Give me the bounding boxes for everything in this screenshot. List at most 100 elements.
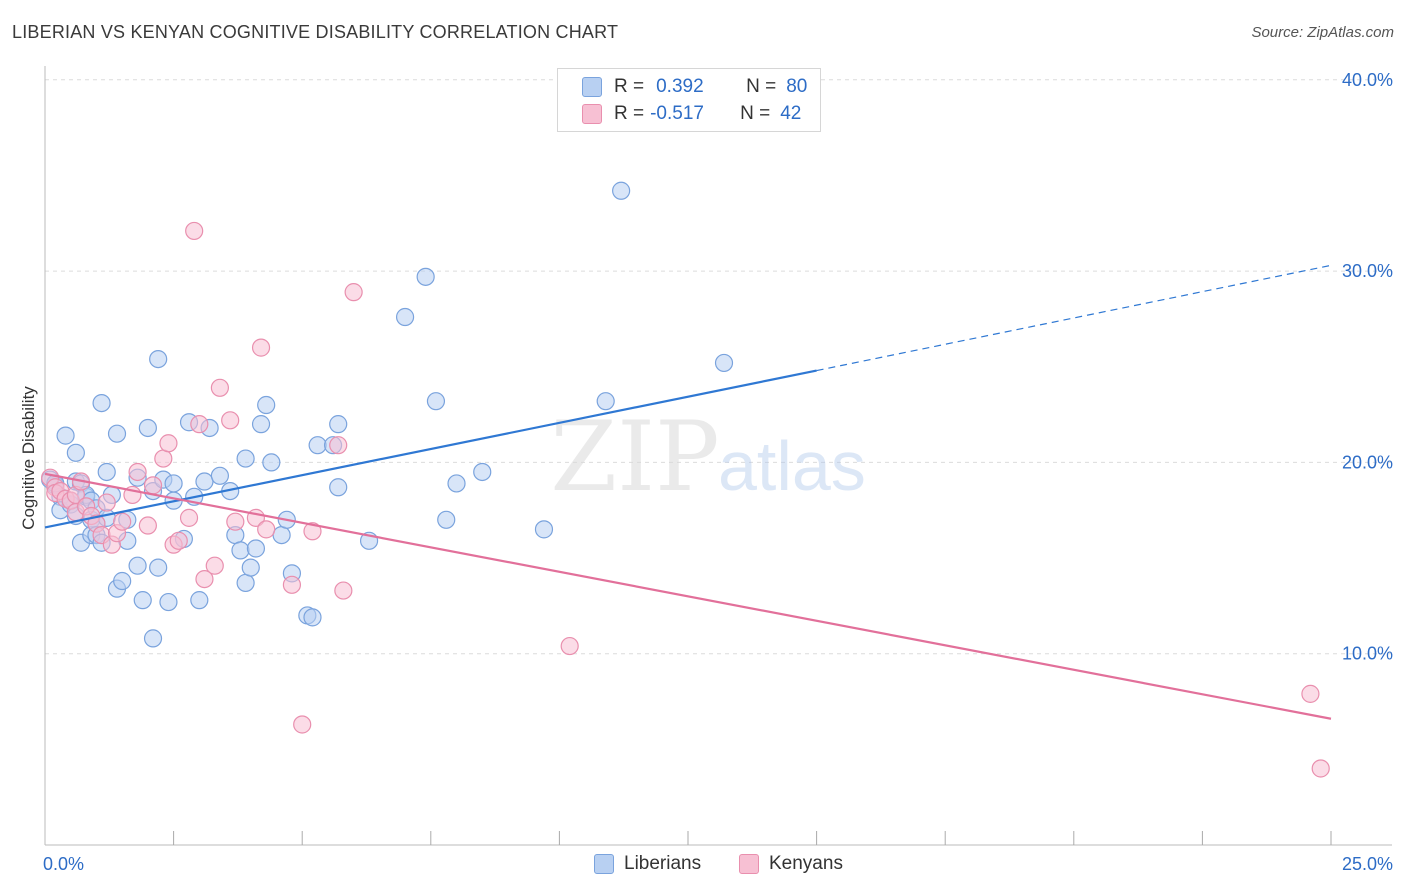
kenyans-legend-swatch: [739, 854, 759, 874]
kenyan-point: [560, 636, 579, 656]
kenyans-swatch: [582, 104, 602, 124]
kenyan-point: [1301, 684, 1320, 703]
chart-title: LIBERIAN VS KENYAN COGNITIVE DISABILITY …: [12, 22, 619, 42]
legend-item-liberians: Liberians: [594, 852, 701, 876]
liberian-point: [149, 349, 168, 369]
kenyan-point: [113, 512, 132, 531]
liberian-point: [262, 453, 281, 472]
liberian-point: [113, 571, 132, 591]
liberian-point: [97, 462, 116, 482]
liberian-point: [56, 426, 75, 445]
source-label: Source: ZipAtlas.com: [1251, 24, 1394, 41]
r-label: R =: [614, 76, 645, 97]
kenyan-point: [169, 531, 188, 550]
kenyan-point: [334, 581, 353, 600]
watermark-atlas: atlas: [718, 427, 866, 505]
y-tick-label: 30.0%: [1342, 261, 1393, 281]
kenyan-point: [210, 378, 229, 397]
legend-row-liberians: R = 0.392 N = 80: [582, 75, 807, 99]
liberian-trend-line-extension: [816, 264, 1332, 372]
liberian-point: [236, 449, 255, 468]
liberian-point: [138, 418, 157, 438]
liberian-point: [128, 556, 147, 575]
kenyan-point: [251, 338, 271, 357]
liberian-point: [303, 608, 322, 627]
trend-lines: [44, 264, 1332, 720]
liberians-swatch: [582, 77, 602, 97]
liberian-point: [612, 181, 631, 200]
liberian-point: [395, 307, 415, 327]
liberian-point: [210, 466, 229, 485]
kenyans-legend-label: Kenyans: [769, 853, 843, 874]
y-axis-label: Cognitive Disability: [19, 386, 38, 530]
y-tick-label: 40.0%: [1342, 70, 1393, 90]
n-label: N =: [746, 76, 777, 97]
liberian-point: [329, 478, 348, 497]
kenyan-point: [303, 522, 322, 541]
liberians-legend-label: Liberians: [624, 853, 702, 874]
tick-labels: 10.0% 20.0% 30.0% 40.0% 0.0% 25.0%: [43, 70, 1393, 874]
kenyan-point: [143, 476, 163, 495]
legend-row-kenyans: R = -0.517 N = 42: [582, 102, 801, 126]
kenyan-point: [179, 508, 199, 527]
liberian-point: [164, 474, 183, 493]
liberian-point: [159, 592, 178, 612]
liberian-point: [92, 393, 111, 413]
axes: [44, 66, 1392, 846]
kenyan-trend-line: [44, 472, 1332, 720]
liberian-point: [66, 443, 85, 462]
liberian-trend-line: [44, 369, 817, 529]
liberian-point: [149, 558, 168, 577]
kenyan-point: [159, 434, 178, 453]
kenyan-point: [1311, 759, 1330, 778]
liberian-point: [329, 415, 348, 434]
liberian-point: [272, 525, 291, 545]
y-tick-label: 10.0%: [1342, 644, 1393, 664]
kenyan-point: [185, 221, 204, 241]
stats-legend: R = 0.392 N = 80 R = -0.517 N = 42: [557, 68, 821, 132]
liberian-point: [596, 392, 615, 411]
liberian-point: [437, 510, 456, 529]
liberian-point: [447, 474, 466, 493]
kenyan-point: [195, 569, 214, 589]
kenyan-point: [138, 516, 157, 535]
liberian-point: [426, 392, 446, 411]
n-label: N =: [740, 103, 771, 124]
kenyan-point: [344, 283, 363, 302]
liberian-point: [714, 353, 734, 373]
n-value: 42: [780, 103, 802, 124]
liberian-point: [251, 415, 271, 434]
liberian-point: [416, 267, 435, 286]
r-label: R =: [614, 103, 645, 124]
liberian-point: [236, 573, 255, 593]
kenyan-point: [205, 556, 224, 575]
kenyan-point: [128, 462, 147, 482]
kenyan-point: [293, 715, 312, 734]
x-tick-label: 0.0%: [43, 854, 84, 874]
kenyan-point: [97, 493, 116, 512]
r-value: 0.392: [656, 76, 704, 97]
n-value: 80: [786, 76, 808, 97]
liberian-point: [308, 436, 327, 455]
r-value: -0.517: [650, 103, 704, 124]
liberians-legend-swatch: [594, 854, 614, 874]
liberian-point: [107, 424, 127, 443]
liberian-point: [473, 462, 492, 482]
liberian-point: [231, 541, 250, 560]
kenyan-point: [190, 415, 209, 434]
kenyan-point: [282, 575, 302, 594]
kenyan-point: [226, 512, 245, 531]
liberian-point: [133, 591, 152, 610]
liberian-point: [241, 558, 260, 577]
kenyan-point: [221, 411, 240, 430]
kenyan-point: [257, 520, 276, 539]
liberian-point: [195, 472, 214, 491]
watermark-zip: ZIP: [550, 401, 719, 513]
liberian-point: [534, 520, 554, 539]
x-tick-label: 25.0%: [1342, 854, 1393, 874]
liberian-point: [246, 539, 266, 558]
legend-item-kenyans: Kenyans: [739, 852, 843, 876]
y-tick-label: 20.0%: [1342, 452, 1393, 472]
liberian-point: [143, 629, 163, 648]
